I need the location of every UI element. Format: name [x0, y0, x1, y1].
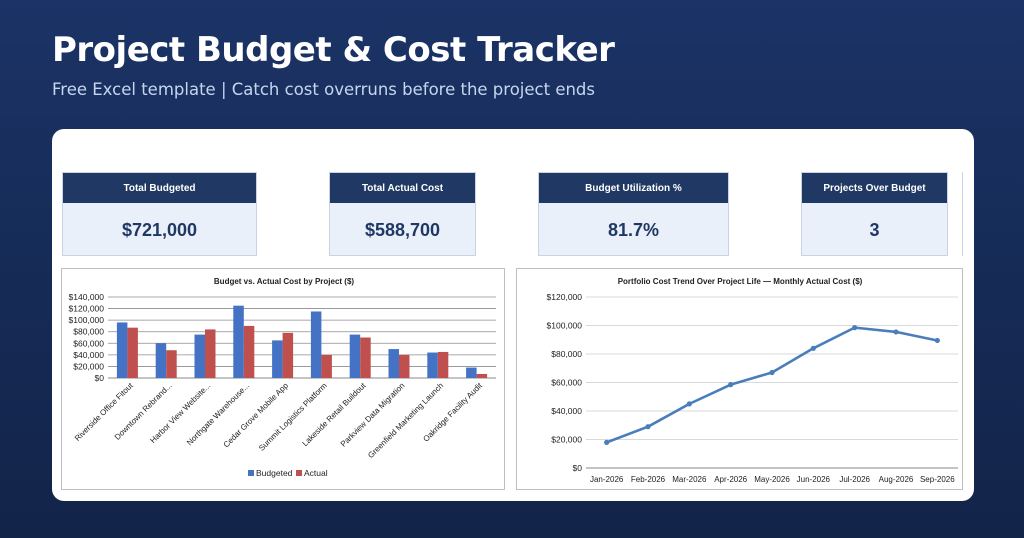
- y-tick-label: $80,000: [551, 349, 582, 359]
- bar-chart-budget-vs-actual: Budget vs. Actual Cost by Project ($) $0…: [61, 268, 505, 490]
- x-tick-label: Cedar Grove Mobile App: [222, 381, 291, 450]
- x-tick-label: Mar-2026: [672, 475, 707, 484]
- y-tick-label: $20,000: [551, 435, 582, 445]
- x-tick-label: Lakeside Retail Buildout: [301, 381, 369, 449]
- y-tick-label: $140,000: [69, 292, 105, 302]
- bar-actual: [282, 332, 294, 378]
- dashboard-panel: Total Budgeted $721,000 Total Actual Cos…: [52, 129, 974, 501]
- y-tick-label: $40,000: [73, 350, 104, 360]
- data-point: [852, 325, 858, 331]
- data-point: [769, 369, 775, 376]
- y-tick-label: $60,000: [73, 338, 104, 348]
- bar-budgeted: [194, 334, 205, 378]
- bar-budgeted: [155, 343, 167, 378]
- bar-actual: [243, 325, 255, 378]
- kpi-card-projects-over-budget: Projects Over Budget 3: [801, 172, 948, 256]
- x-tick-label: Apr-2026: [714, 475, 747, 484]
- x-tick-label: May-2026: [754, 475, 790, 484]
- bar-actual: [205, 329, 216, 378]
- y-tick-label: $100,000: [69, 315, 105, 325]
- kpi-value: $588,700: [364, 219, 441, 240]
- chart-title: Portfolio Cost Trend Over Project Life —…: [618, 277, 863, 286]
- y-tick-label: $80,000: [73, 327, 104, 337]
- page-title: Project Budget & Cost Tracker: [52, 30, 615, 70]
- kpi-card-total-budgeted: Total Budgeted $721,000: [62, 172, 257, 256]
- y-tick-label: $120,000: [547, 292, 583, 302]
- kpi-card-total-actual-cost: Total Actual Cost $588,700: [329, 172, 476, 256]
- data-point: [810, 345, 816, 351]
- bar-budgeted: [116, 322, 128, 378]
- legend-label: Budgeted: [256, 468, 293, 478]
- data-point: [728, 382, 734, 388]
- series-line-monthly-actual-cost: [606, 326, 938, 444]
- x-tick-label: Greenfield Marketing Launch: [366, 381, 445, 460]
- bar-budgeted: [427, 352, 438, 378]
- y-tick-label: $60,000: [551, 378, 582, 388]
- bar-actual: [399, 354, 410, 378]
- legend-swatch: [248, 470, 254, 476]
- x-tick-label: Jul-2026: [839, 475, 870, 484]
- kpi-label: Total Actual Cost: [330, 173, 475, 203]
- kpi-label: Total Budgeted: [63, 173, 256, 203]
- kpi-card-budget-utilization: Budget Utilization % 81.7%: [538, 172, 729, 256]
- x-tick-label: Summit Logistics Platform: [257, 381, 329, 453]
- kpi-label: Projects Over Budget: [802, 173, 947, 203]
- bar-budgeted: [310, 311, 322, 378]
- y-tick-label: $100,000: [547, 321, 583, 331]
- kpi-label: Budget Utilization %: [539, 173, 728, 203]
- divider: [962, 172, 963, 256]
- kpi-value: 81.7%: [607, 219, 660, 240]
- x-tick-label: Jan-2026: [590, 475, 624, 484]
- data-point: [645, 424, 651, 430]
- y-tick-label: $20,000: [73, 361, 104, 371]
- bar-budgeted: [233, 305, 244, 378]
- bar-actual: [166, 350, 177, 378]
- bar-budgeted: [349, 334, 361, 378]
- line-chart-cost-trend: Portfolio Cost Trend Over Project Life —…: [516, 268, 963, 490]
- y-tick-label: $0: [95, 373, 105, 383]
- y-tick-label: $40,000: [551, 406, 582, 416]
- bar-budgeted: [388, 349, 399, 378]
- data-point: [686, 401, 692, 407]
- data-point: [893, 329, 899, 335]
- chart-title: Budget vs. Actual Cost by Project ($): [214, 277, 355, 286]
- y-tick-label: $120,000: [69, 304, 105, 314]
- data-point: [604, 439, 610, 445]
- bar-actual: [476, 373, 488, 378]
- y-tick-label: $0: [573, 463, 583, 473]
- line-chart-canvas: Portfolio Cost Trend Over Project Life —…: [547, 277, 958, 484]
- bar-actual: [437, 351, 449, 378]
- kpi-value: 3: [869, 219, 880, 240]
- bar-budgeted: [466, 367, 477, 378]
- x-tick-label: Sep-2026: [920, 475, 955, 484]
- page-subtitle: Free Excel template | Catch cost overrun…: [52, 80, 596, 99]
- data-point: [934, 337, 940, 344]
- bar-budgeted: [272, 340, 283, 378]
- x-tick-label: Jun-2026: [797, 475, 831, 484]
- x-tick-label: Aug-2026: [879, 475, 914, 484]
- bar-actual: [321, 354, 332, 378]
- bar-actual: [360, 337, 371, 378]
- legend-label: Actual: [304, 468, 328, 478]
- kpi-value: $721,000: [121, 219, 198, 240]
- bar-actual: [127, 327, 138, 378]
- x-tick-label: Feb-2026: [631, 475, 666, 484]
- bar-chart-canvas: Budget vs. Actual Cost by Project ($) $0…: [69, 277, 496, 478]
- legend-swatch: [296, 470, 302, 476]
- x-tick-label: Parkview Data Migration: [339, 381, 407, 449]
